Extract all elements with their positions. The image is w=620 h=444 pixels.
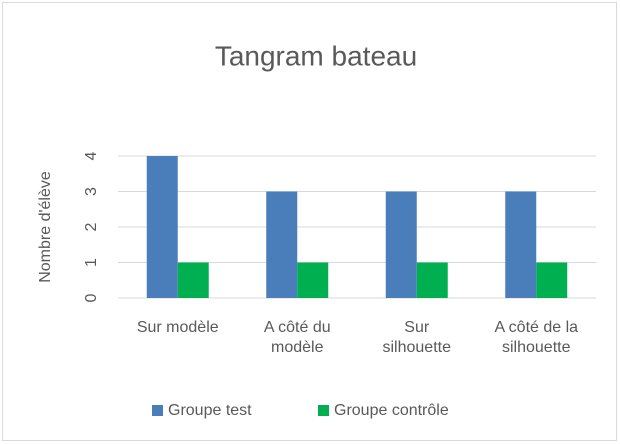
legend-swatch bbox=[152, 405, 163, 416]
chart-title: Tangram bateau bbox=[215, 40, 417, 71]
y-tick-label: 1 bbox=[83, 258, 100, 267]
bar bbox=[416, 262, 448, 298]
legend-swatch bbox=[318, 405, 329, 416]
bar bbox=[536, 262, 568, 298]
y-axis-label: Nombre d'élève bbox=[37, 171, 54, 283]
x-tick-label: A côté de la silhouette bbox=[494, 319, 579, 356]
x-tick-label: A côté du modèle bbox=[263, 319, 331, 356]
x-tick-label: Sur silhouette bbox=[382, 319, 452, 356]
bar bbox=[505, 191, 537, 298]
legend-label: Groupe test bbox=[168, 402, 252, 419]
bar bbox=[177, 262, 209, 298]
bar bbox=[146, 156, 178, 298]
y-tick-label: 3 bbox=[83, 187, 100, 196]
y-tick-label: 4 bbox=[83, 151, 100, 160]
bar bbox=[385, 191, 417, 298]
legend-label: Groupe contrôle bbox=[334, 402, 449, 419]
bar bbox=[297, 262, 329, 298]
y-tick-label: 2 bbox=[83, 222, 100, 231]
y-tick-label: 0 bbox=[83, 293, 100, 302]
bar bbox=[266, 191, 298, 298]
x-tick-label: Sur modèle bbox=[136, 319, 219, 336]
